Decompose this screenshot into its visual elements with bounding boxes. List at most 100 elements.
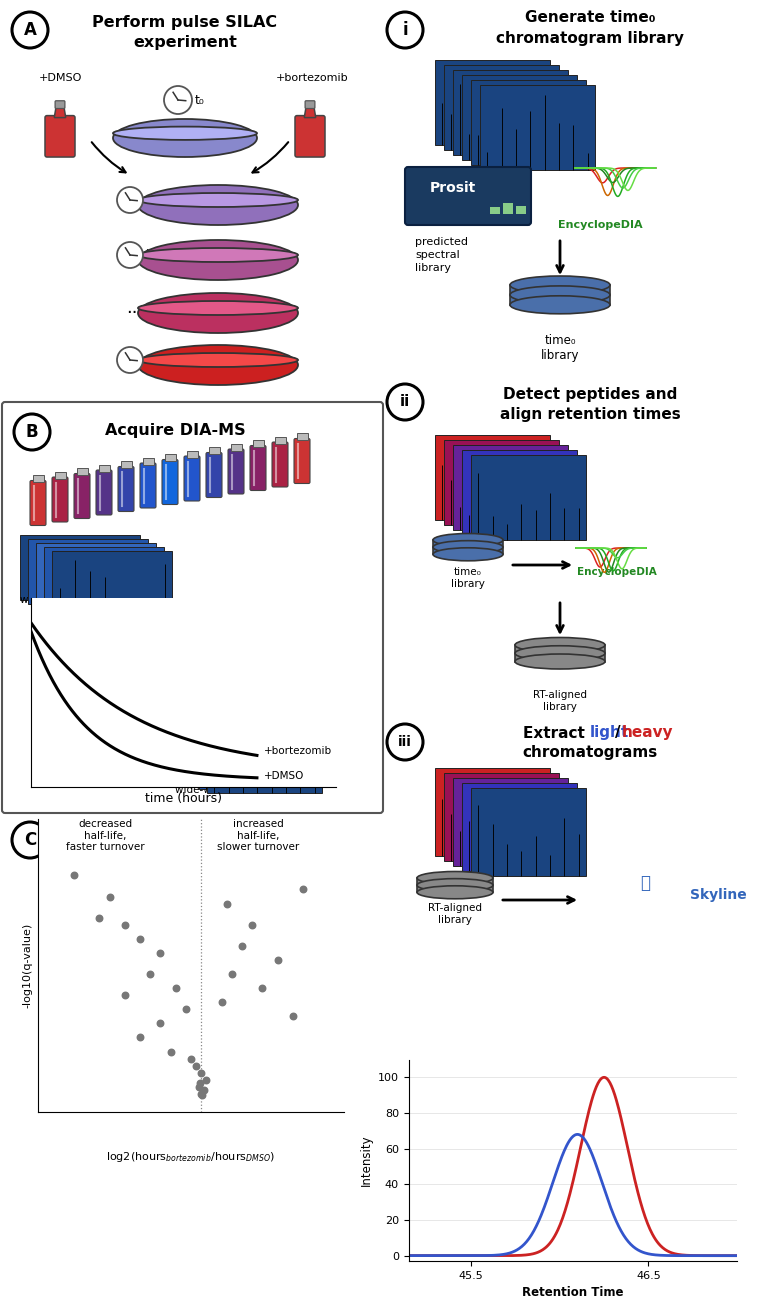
- Polygon shape: [207, 731, 322, 793]
- Point: [194, 1072, 206, 1093]
- Text: ii: ii: [400, 394, 410, 410]
- Text: align retention times: align retention times: [500, 407, 681, 421]
- FancyBboxPatch shape: [118, 467, 134, 511]
- Ellipse shape: [113, 120, 257, 157]
- X-axis label: time (hours): time (hours): [145, 792, 222, 805]
- Ellipse shape: [138, 192, 298, 207]
- Ellipse shape: [138, 344, 298, 385]
- Polygon shape: [252, 439, 264, 447]
- Polygon shape: [471, 455, 586, 540]
- Text: t₁: t₁: [146, 194, 156, 207]
- Ellipse shape: [138, 302, 298, 315]
- Circle shape: [14, 413, 50, 450]
- Point: [93, 907, 105, 928]
- Polygon shape: [231, 443, 241, 451]
- Polygon shape: [433, 540, 503, 554]
- Text: library: library: [438, 915, 472, 926]
- Text: chromatograms: chromatograms: [523, 745, 658, 760]
- Text: log2(hours$_{bortezomib}$/hours$_{DMSO}$): log2(hours$_{bortezomib}$/hours$_{DMSO}$…: [106, 1149, 276, 1164]
- Point: [118, 985, 131, 1006]
- Polygon shape: [28, 540, 148, 604]
- FancyBboxPatch shape: [305, 101, 315, 108]
- Point: [134, 928, 146, 949]
- Point: [256, 978, 268, 998]
- Polygon shape: [453, 777, 568, 866]
- Text: C: C: [24, 831, 36, 849]
- Ellipse shape: [510, 276, 610, 294]
- Circle shape: [387, 384, 423, 420]
- Point: [271, 949, 283, 970]
- Polygon shape: [453, 445, 568, 530]
- Text: decreased
half-life,
faster turnover: decreased half-life, faster turnover: [66, 819, 144, 853]
- Point: [215, 992, 228, 1013]
- Text: Perform pulse SILAC: Perform pulse SILAC: [92, 14, 277, 30]
- Text: library: library: [541, 348, 579, 361]
- Ellipse shape: [113, 126, 257, 140]
- Text: Prosit: Prosit: [430, 181, 476, 195]
- Text: narrow-window DIA: narrow-window DIA: [80, 679, 181, 688]
- Polygon shape: [304, 107, 316, 117]
- FancyBboxPatch shape: [140, 463, 156, 508]
- Point: [190, 1056, 202, 1076]
- Text: predicted: predicted: [415, 237, 468, 247]
- Text: +bortezomib: +bortezomib: [264, 746, 332, 755]
- Text: library: library: [451, 578, 485, 589]
- Text: Estimate protein: Estimate protein: [109, 824, 261, 840]
- Polygon shape: [140, 628, 285, 708]
- Text: A: A: [24, 21, 37, 39]
- Text: EncyclopeDIA: EncyclopeDIA: [577, 567, 657, 577]
- Point: [144, 963, 157, 984]
- Polygon shape: [444, 65, 559, 150]
- Polygon shape: [100, 612, 245, 692]
- Point: [170, 978, 182, 998]
- Text: 6x GPF: 6x GPF: [100, 663, 136, 673]
- Point: [195, 1062, 207, 1083]
- Point: [68, 864, 80, 885]
- Ellipse shape: [433, 541, 503, 554]
- Text: B: B: [26, 422, 38, 441]
- FancyBboxPatch shape: [206, 452, 222, 498]
- Circle shape: [117, 242, 143, 268]
- Text: t₂: t₂: [146, 248, 156, 261]
- FancyBboxPatch shape: [162, 459, 178, 504]
- Polygon shape: [120, 620, 265, 699]
- Text: i: i: [402, 21, 408, 39]
- Polygon shape: [462, 450, 577, 536]
- Point: [225, 963, 238, 984]
- FancyBboxPatch shape: [74, 473, 90, 519]
- Polygon shape: [444, 439, 559, 525]
- Text: tₙ: tₙ: [146, 354, 156, 367]
- Polygon shape: [130, 624, 275, 705]
- Text: chromatogram library: chromatogram library: [496, 30, 684, 46]
- Polygon shape: [183, 719, 298, 781]
- Polygon shape: [471, 81, 586, 165]
- Circle shape: [117, 347, 143, 373]
- Text: library: library: [543, 702, 577, 712]
- Polygon shape: [52, 551, 172, 616]
- FancyBboxPatch shape: [184, 456, 200, 500]
- Polygon shape: [435, 436, 550, 520]
- Polygon shape: [186, 451, 198, 458]
- Polygon shape: [516, 205, 526, 214]
- Text: +DMSO: +DMSO: [264, 771, 304, 781]
- Polygon shape: [36, 543, 156, 608]
- Polygon shape: [44, 547, 164, 612]
- Text: 🏙: 🏙: [640, 874, 650, 892]
- Point: [154, 942, 167, 963]
- Point: [195, 1083, 207, 1104]
- Y-axis label: Intensity: Intensity: [360, 1135, 373, 1186]
- Polygon shape: [54, 107, 66, 117]
- Text: Generate time₀: Generate time₀: [525, 10, 656, 26]
- Polygon shape: [54, 472, 66, 478]
- Ellipse shape: [138, 292, 298, 333]
- Text: +DMSO: +DMSO: [38, 73, 82, 83]
- FancyBboxPatch shape: [295, 116, 325, 157]
- Text: RT-aligned: RT-aligned: [533, 690, 587, 699]
- Polygon shape: [143, 458, 154, 464]
- Text: iii: iii: [398, 734, 412, 749]
- Text: /: /: [615, 725, 620, 741]
- Polygon shape: [417, 878, 493, 892]
- Point: [198, 1080, 210, 1101]
- Text: time₀: time₀: [544, 334, 576, 347]
- Ellipse shape: [138, 248, 298, 263]
